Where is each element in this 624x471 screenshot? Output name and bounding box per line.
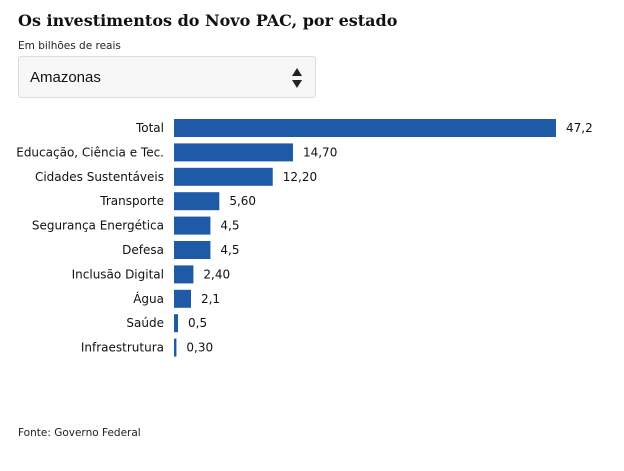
up-down-arrows-icon <box>292 68 302 88</box>
bar-transporte <box>174 192 220 211</box>
chart-subtitle: Em bilhões de reais <box>18 40 121 52</box>
bar-chart: Total 47,2 Educação, Ciência e Tec. 14,70 Ci… <box>16 119 593 357</box>
bar-cidades-sustentaveis <box>174 167 273 186</box>
value-label-seguranca-energetica: 4,5 <box>220 219 239 233</box>
category-label-total: Total <box>135 121 164 135</box>
bar-defesa <box>174 241 211 259</box>
bar-infraestrutura <box>174 338 177 357</box>
bar-inclusao-digital <box>174 265 194 284</box>
category-label-saude: Saúde <box>126 316 164 330</box>
category-label-cidades-sustentaveis: Cidades Sustentáveis <box>35 170 164 184</box>
bar-saude <box>174 314 179 333</box>
category-label-agua: Água <box>133 291 164 306</box>
bar-agua <box>174 289 191 308</box>
category-label-defesa: Defesa <box>122 243 164 257</box>
value-label-defesa: 4,5 <box>220 243 239 257</box>
category-label-infraestrutura: Infraestrutura <box>81 341 164 355</box>
value-label-total: 47,2 <box>566 121 593 135</box>
value-label-educacao-ciencia-e-tec: 14,70 <box>303 145 337 159</box>
value-label-inclusao-digital: 2,40 <box>203 267 230 281</box>
category-label-inclusao-digital: Inclusão Digital <box>72 267 164 281</box>
category-label-seguranca-energetica: Segurança Energética <box>32 219 164 233</box>
chart-title: Os investimentos do Novo PAC, por estado <box>18 11 398 30</box>
state-select-value: Amazonas <box>30 69 101 86</box>
value-label-saude: 0,5 <box>188 316 207 330</box>
source-note: Fonte: Governo Federal <box>18 427 141 439</box>
value-label-transporte: 5,60 <box>229 194 256 208</box>
bar-educacao-ciencia-e-tec <box>174 143 293 162</box>
value-label-infraestrutura: 0,30 <box>186 341 213 355</box>
category-label-educacao-ciencia-e-tec: Educação, Ciência e Tec. <box>16 145 164 159</box>
bar-total <box>174 119 556 137</box>
state-select[interactable]: Amazonas <box>18 56 316 98</box>
value-label-agua: 2,1 <box>201 292 220 306</box>
value-label-cidades-sustentaveis: 12,20 <box>283 170 317 184</box>
category-label-transporte: Transporte <box>99 194 164 208</box>
bar-seguranca-energetica <box>174 216 211 235</box>
